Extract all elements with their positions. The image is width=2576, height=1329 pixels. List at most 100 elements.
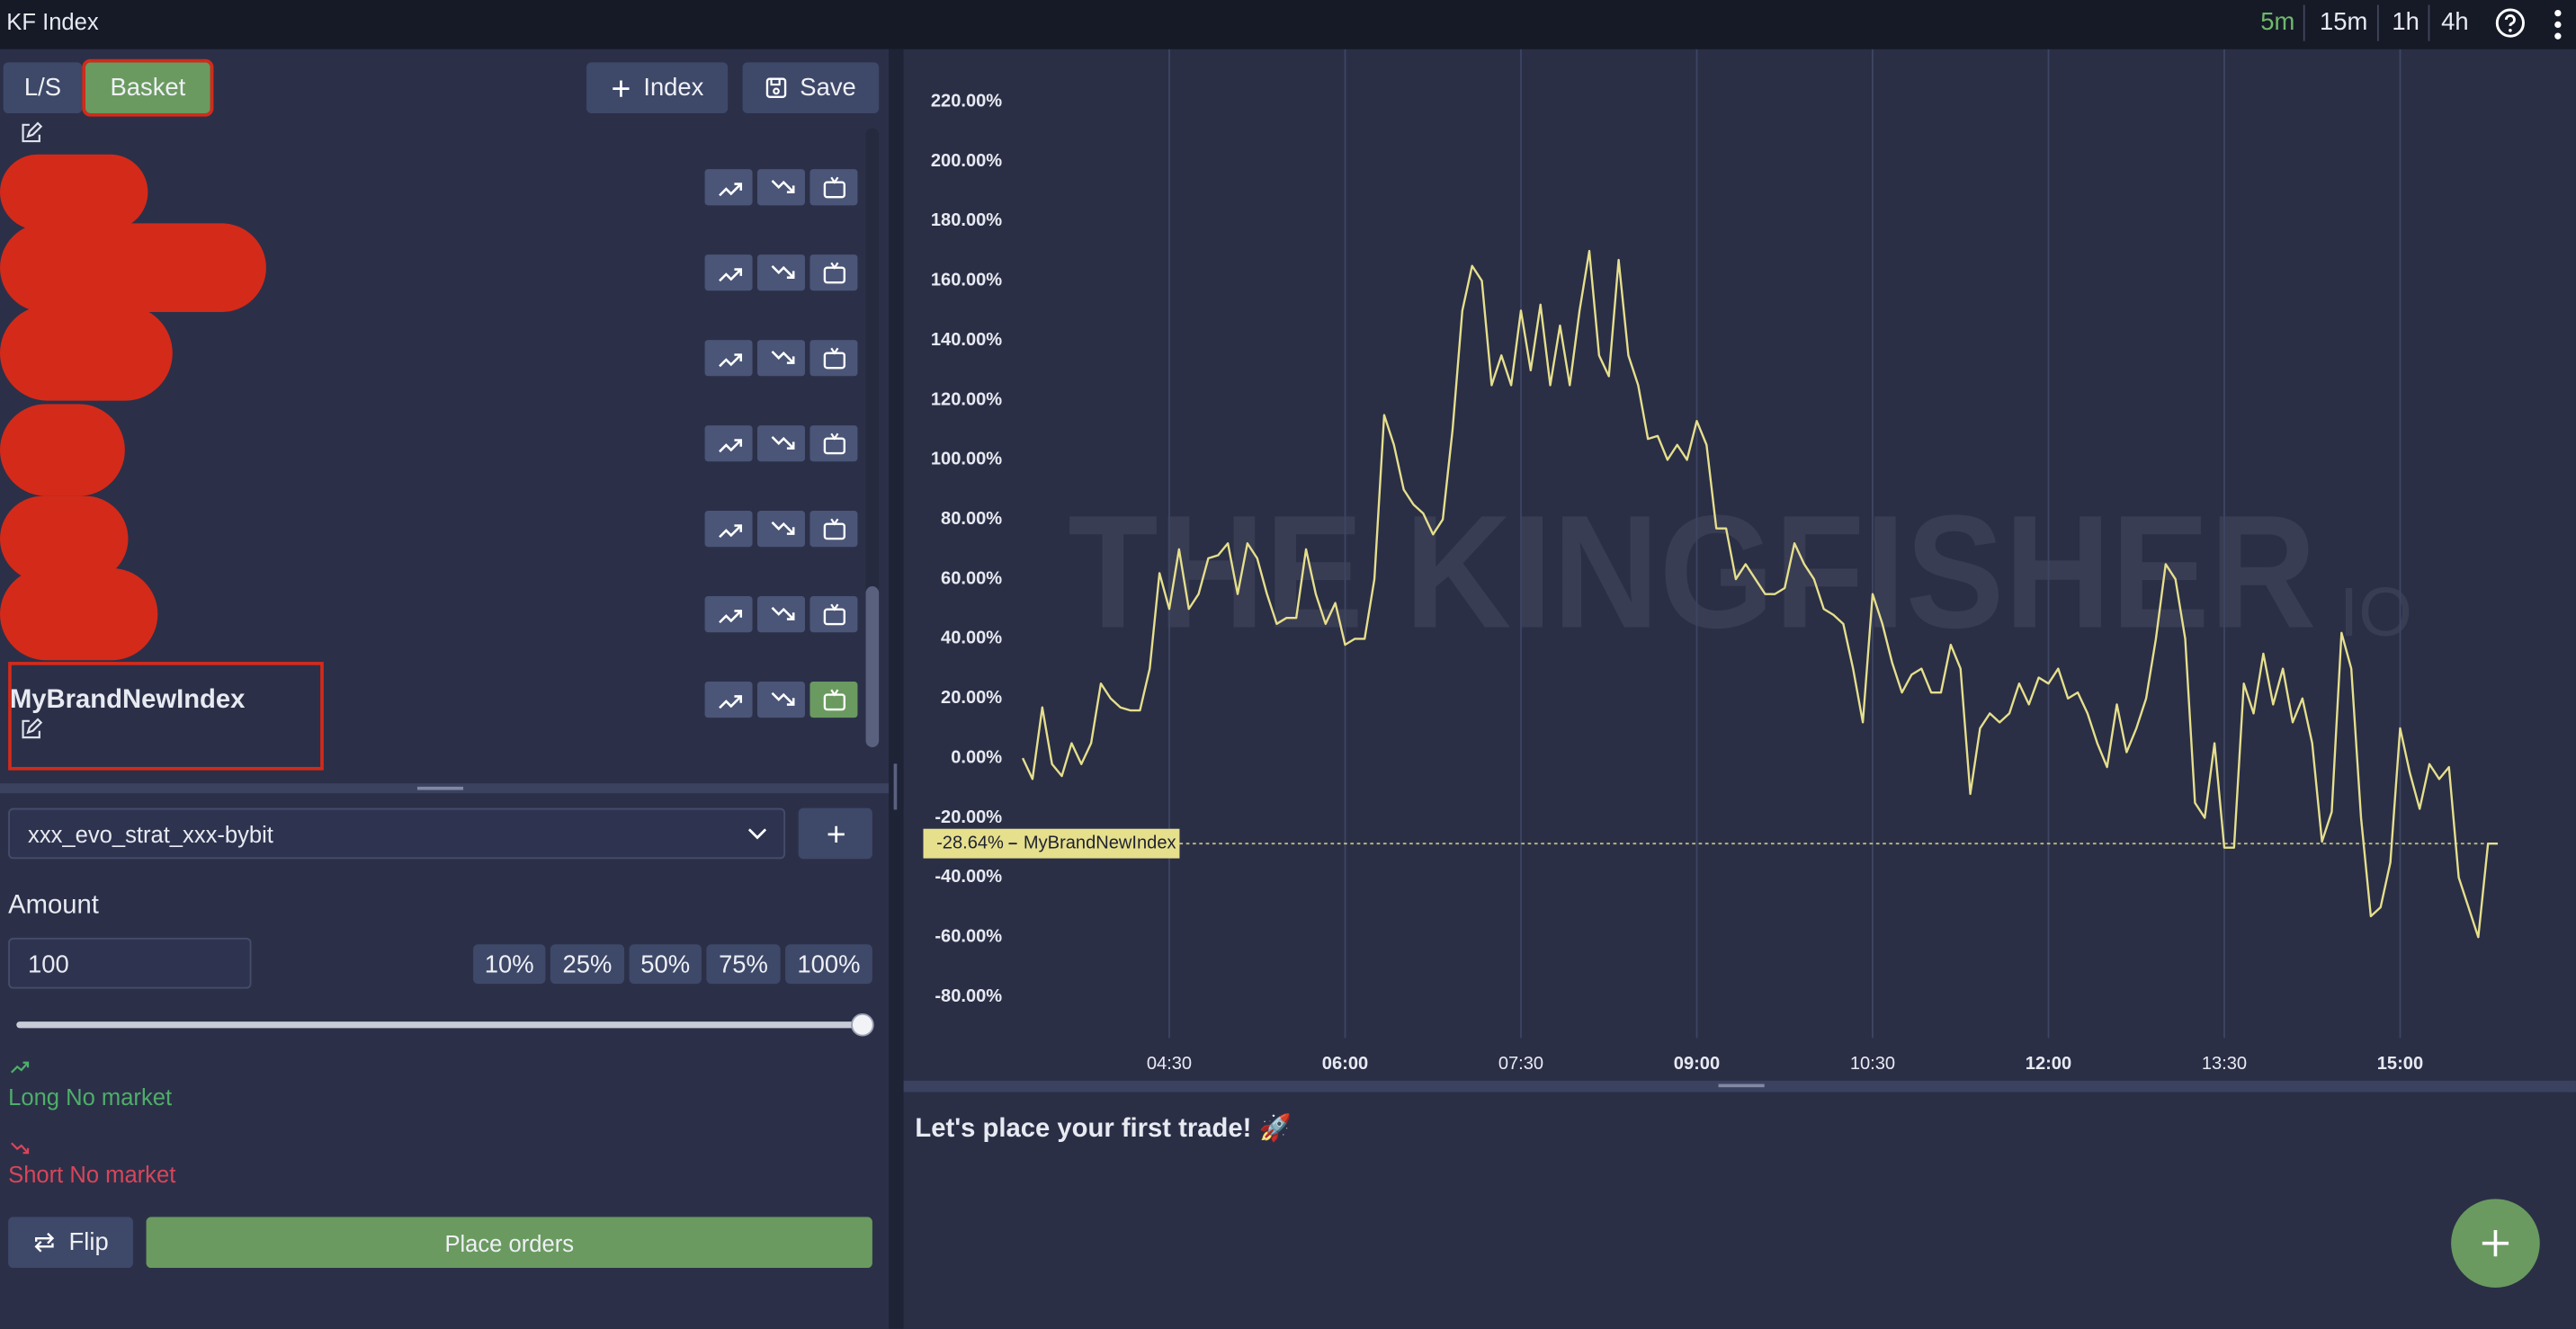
timeframe[interactable]: 15m <box>2320 8 2368 37</box>
row-icon-button[interactable] <box>757 340 805 377</box>
separator <box>2303 4 2305 41</box>
flip-button[interactable]: Flip <box>8 1217 133 1269</box>
price-label-bg <box>923 828 1180 859</box>
row-icon-button[interactable] <box>704 169 753 206</box>
place-orders-button[interactable]: Place orders <box>146 1217 872 1269</box>
slider-track[interactable] <box>16 1021 863 1029</box>
splitter-handle <box>893 763 898 810</box>
y-tick-label: 80.00% <box>941 509 1002 529</box>
icon <box>718 353 742 368</box>
x-tick-label: 06:00 <box>1322 1054 1368 1074</box>
flip-icon <box>34 1232 54 1253</box>
redactions <box>0 154 266 661</box>
row-icon-button[interactable] <box>809 511 858 548</box>
index-name: MyBrandNewIndex <box>9 686 246 715</box>
row-icon-button[interactable] <box>757 511 805 548</box>
app-title: KF Index <box>6 8 99 35</box>
line <box>1021 249 2499 939</box>
icon <box>718 268 742 282</box>
row-icon-button[interactable] <box>809 425 858 462</box>
timeframe[interactable]: 4h <box>2441 8 2469 37</box>
row-icon-button[interactable] <box>704 340 753 377</box>
icon <box>822 347 845 370</box>
separator <box>2376 4 2379 41</box>
tab[interactable]: L/S <box>3 62 83 114</box>
amount-input[interactable]: 100 <box>8 937 252 989</box>
percent-button[interactable]: 100% <box>785 944 872 985</box>
amount-value: 100 <box>28 950 69 979</box>
icon <box>822 518 845 540</box>
icon <box>770 350 794 364</box>
y-tick-label: 40.00% <box>941 629 1002 648</box>
watermark: IO <box>2339 575 2412 651</box>
row-icon-button[interactable] <box>809 681 858 718</box>
row-icon-button[interactable] <box>757 254 805 291</box>
top-bar: KF Index 5m 15m 1h 4h <box>0 0 2576 49</box>
icon <box>822 603 845 626</box>
row-icon-button[interactable] <box>809 596 858 633</box>
watermark: THE KINGFISHER <box>1068 482 2316 662</box>
y-tick-label: 60.00% <box>941 568 1002 588</box>
percent-button[interactable]: 50% <box>629 944 702 985</box>
timeframe[interactable]: 5m <box>2260 8 2295 37</box>
button-label: Save <box>800 74 856 103</box>
y-tick-label: -80.00% <box>935 986 1002 1006</box>
plus-icon <box>827 825 844 843</box>
x-tick-label: 04:30 <box>1147 1054 1192 1074</box>
price-label-name: MyBrandNewIndex <box>1024 833 1176 852</box>
row-icon-button[interactable] <box>809 169 858 206</box>
row-icon-button[interactable] <box>809 340 858 377</box>
row-icon-button[interactable] <box>757 425 805 462</box>
trades-panel: Let's place your first trade! 🚀 <box>903 1092 2576 1329</box>
help-icon[interactable] <box>2494 6 2527 40</box>
y-tick-label: 180.00% <box>931 210 1002 230</box>
account-select[interactable]: xxx_evo_strat_xxx-bybit <box>8 807 786 860</box>
y-tick-label: 220.00% <box>931 92 1002 111</box>
add-index-button[interactable]: Index <box>586 62 729 114</box>
row-icon-button[interactable] <box>704 254 753 291</box>
menu-icon[interactable] <box>2550 6 2566 42</box>
row-icon-button[interactable] <box>757 596 805 633</box>
scroll-thumb[interactable] <box>865 586 880 748</box>
percent-button[interactable]: 10% <box>473 944 546 985</box>
amount-label: Amount <box>8 891 99 920</box>
y-tick-label: 140.00% <box>931 330 1002 350</box>
row-icon-button[interactable] <box>704 596 753 633</box>
y-tick-label: 100.00% <box>931 450 1002 469</box>
separator <box>2428 4 2430 41</box>
price-label: -28.64% <box>936 833 1004 852</box>
row-icon-button[interactable] <box>757 169 805 206</box>
splitter-handle <box>416 786 464 790</box>
highlight-box <box>8 662 324 771</box>
row-icon-button[interactable] <box>757 681 805 718</box>
edit-icon[interactable] <box>20 121 43 145</box>
x-tick-label: 12:00 <box>2026 1054 2071 1074</box>
y-tick-label: -20.00% <box>935 807 1002 827</box>
add-account-button[interactable] <box>798 807 872 860</box>
splitter-handle <box>1718 1084 1765 1088</box>
icon <box>770 435 794 450</box>
row-icon-button[interactable] <box>704 425 753 462</box>
percent-button[interactable]: 25% <box>550 944 625 985</box>
short-icon <box>11 1142 30 1155</box>
chevron <box>747 828 767 840</box>
y-tick-label: 200.00% <box>931 151 1002 171</box>
slider-thumb[interactable] <box>851 1012 874 1037</box>
account-name: xxx_evo_strat_xxx-bybit <box>28 821 273 848</box>
fab-add[interactable] <box>2451 1199 2540 1288</box>
x-tick-label: 09:00 <box>1674 1054 1720 1074</box>
row-icon-button[interactable] <box>809 254 858 291</box>
icon <box>770 521 794 535</box>
icon <box>822 689 845 711</box>
timeframe[interactable]: 1h <box>2392 8 2419 37</box>
edit-icon[interactable] <box>20 718 43 741</box>
row-icon-button[interactable] <box>704 681 753 718</box>
vertical-splitter[interactable] <box>889 49 904 1329</box>
chart: THE KINGFISHER IO 04:30 06:00 07:30 09:00 10:3… <box>903 49 2576 1081</box>
icon <box>718 610 742 624</box>
row-icon-button[interactable] <box>704 511 753 548</box>
save-button[interactable]: Save <box>742 62 880 114</box>
tab-active[interactable]: Basket <box>82 58 214 117</box>
percent-button[interactable]: 75% <box>706 944 781 985</box>
